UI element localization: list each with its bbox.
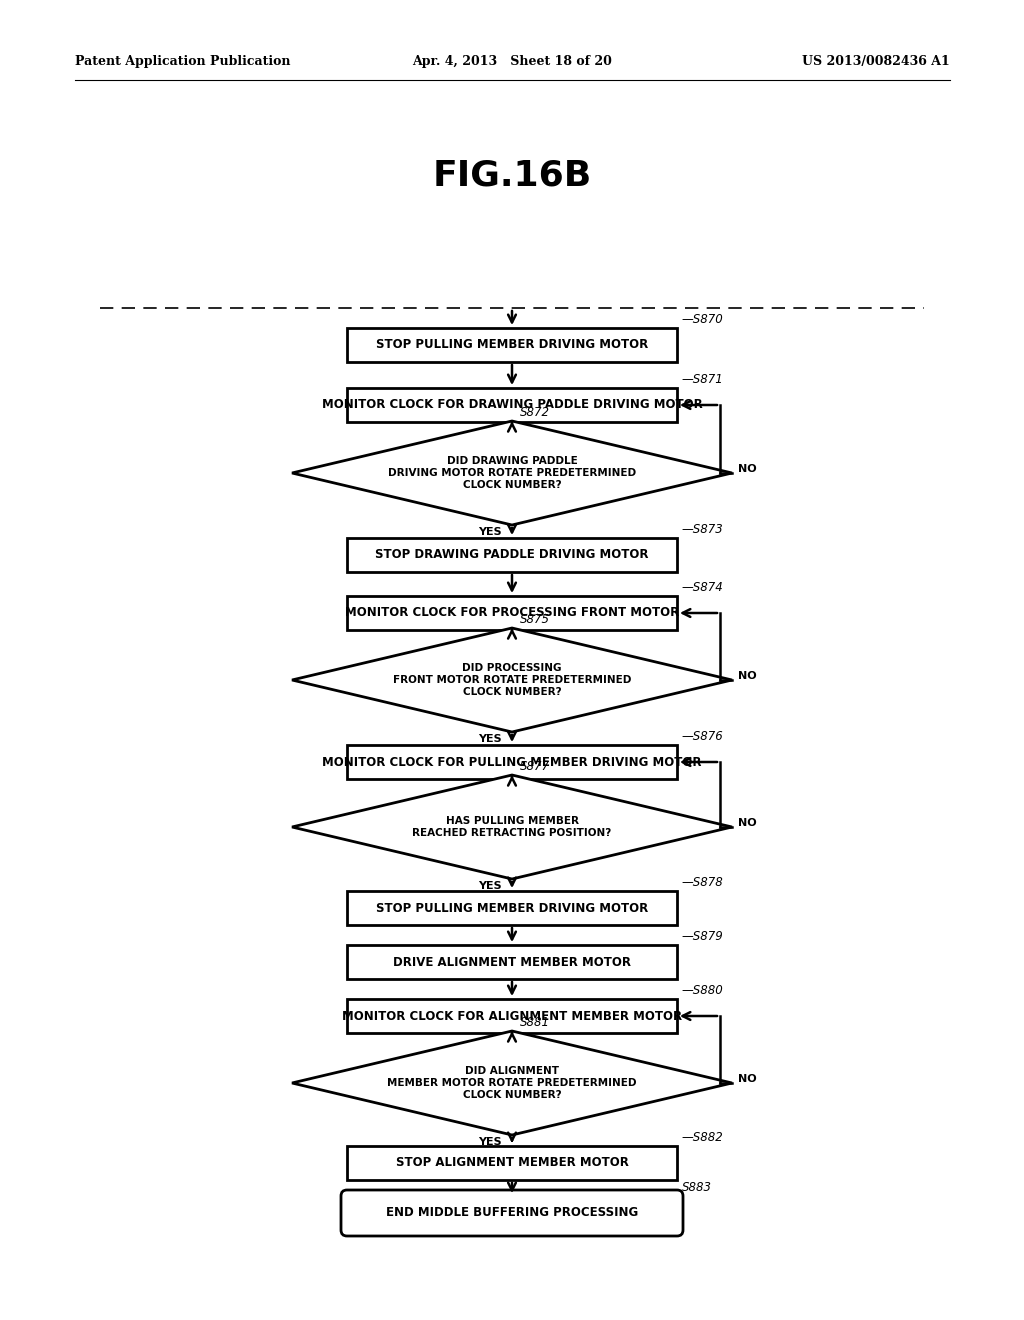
- FancyBboxPatch shape: [347, 744, 677, 779]
- Text: YES: YES: [478, 880, 502, 891]
- Text: NO: NO: [738, 465, 757, 474]
- Text: S875: S875: [520, 612, 550, 626]
- Text: STOP PULLING MEMBER DRIVING MOTOR: STOP PULLING MEMBER DRIVING MOTOR: [376, 338, 648, 351]
- Polygon shape: [292, 628, 732, 733]
- FancyBboxPatch shape: [347, 327, 677, 362]
- FancyBboxPatch shape: [347, 1146, 677, 1180]
- Polygon shape: [292, 775, 732, 879]
- Text: —S873: —S873: [682, 523, 724, 536]
- Text: NO: NO: [738, 1074, 757, 1084]
- Text: —S871: —S871: [682, 374, 724, 385]
- FancyBboxPatch shape: [347, 597, 677, 630]
- Text: Apr. 4, 2013   Sheet 18 of 20: Apr. 4, 2013 Sheet 18 of 20: [412, 55, 612, 69]
- Text: MONITOR CLOCK FOR DRAWING PADDLE DRIVING MOTOR: MONITOR CLOCK FOR DRAWING PADDLE DRIVING…: [322, 399, 702, 412]
- Text: DID PROCESSING
FRONT MOTOR ROTATE PREDETERMINED
CLOCK NUMBER?: DID PROCESSING FRONT MOTOR ROTATE PREDET…: [393, 664, 631, 697]
- Text: —S879: —S879: [682, 931, 724, 942]
- Text: MONITOR CLOCK FOR ALIGNMENT MEMBER MOTOR: MONITOR CLOCK FOR ALIGNMENT MEMBER MOTOR: [342, 1010, 682, 1023]
- Text: MONITOR CLOCK FOR PROCESSING FRONT MOTOR: MONITOR CLOCK FOR PROCESSING FRONT MOTOR: [345, 606, 679, 619]
- Text: —S876: —S876: [682, 730, 724, 743]
- Polygon shape: [292, 421, 732, 525]
- FancyBboxPatch shape: [347, 891, 677, 925]
- Text: S883: S883: [682, 1181, 712, 1195]
- Text: STOP ALIGNMENT MEMBER MOTOR: STOP ALIGNMENT MEMBER MOTOR: [395, 1156, 629, 1170]
- Text: STOP PULLING MEMBER DRIVING MOTOR: STOP PULLING MEMBER DRIVING MOTOR: [376, 902, 648, 915]
- Text: —S874: —S874: [682, 581, 724, 594]
- Text: NO: NO: [738, 671, 757, 681]
- Text: Patent Application Publication: Patent Application Publication: [75, 55, 291, 69]
- Text: S872: S872: [520, 407, 550, 418]
- FancyBboxPatch shape: [347, 539, 677, 572]
- Text: STOP DRAWING PADDLE DRIVING MOTOR: STOP DRAWING PADDLE DRIVING MOTOR: [375, 549, 649, 561]
- FancyBboxPatch shape: [347, 999, 677, 1034]
- Text: MONITOR CLOCK FOR PULLING MEMBER DRIVING MOTOR: MONITOR CLOCK FOR PULLING MEMBER DRIVING…: [323, 755, 701, 768]
- Text: S881: S881: [520, 1016, 550, 1030]
- Text: NO: NO: [738, 818, 757, 828]
- Text: —S870: —S870: [682, 313, 724, 326]
- Text: —S882: —S882: [682, 1131, 724, 1144]
- Text: S877: S877: [520, 760, 550, 774]
- FancyBboxPatch shape: [341, 1191, 683, 1236]
- Text: YES: YES: [478, 734, 502, 744]
- Text: YES: YES: [478, 527, 502, 537]
- Text: —S878: —S878: [682, 876, 724, 888]
- Text: —S880: —S880: [682, 983, 724, 997]
- Text: YES: YES: [478, 1137, 502, 1147]
- Text: DRIVE ALIGNMENT MEMBER MOTOR: DRIVE ALIGNMENT MEMBER MOTOR: [393, 956, 631, 969]
- Text: DID DRAWING PADDLE
DRIVING MOTOR ROTATE PREDETERMINED
CLOCK NUMBER?: DID DRAWING PADDLE DRIVING MOTOR ROTATE …: [388, 457, 636, 490]
- FancyBboxPatch shape: [347, 945, 677, 979]
- Text: US 2013/0082436 A1: US 2013/0082436 A1: [802, 55, 950, 69]
- Text: HAS PULLING MEMBER
REACHED RETRACTING POSITION?: HAS PULLING MEMBER REACHED RETRACTING PO…: [413, 816, 611, 838]
- Text: END MIDDLE BUFFERING PROCESSING: END MIDDLE BUFFERING PROCESSING: [386, 1206, 638, 1220]
- FancyBboxPatch shape: [347, 388, 677, 422]
- Text: DID ALIGNMENT
MEMBER MOTOR ROTATE PREDETERMINED
CLOCK NUMBER?: DID ALIGNMENT MEMBER MOTOR ROTATE PREDET…: [387, 1067, 637, 1100]
- Text: FIG.16B: FIG.16B: [432, 158, 592, 191]
- Polygon shape: [292, 1031, 732, 1135]
